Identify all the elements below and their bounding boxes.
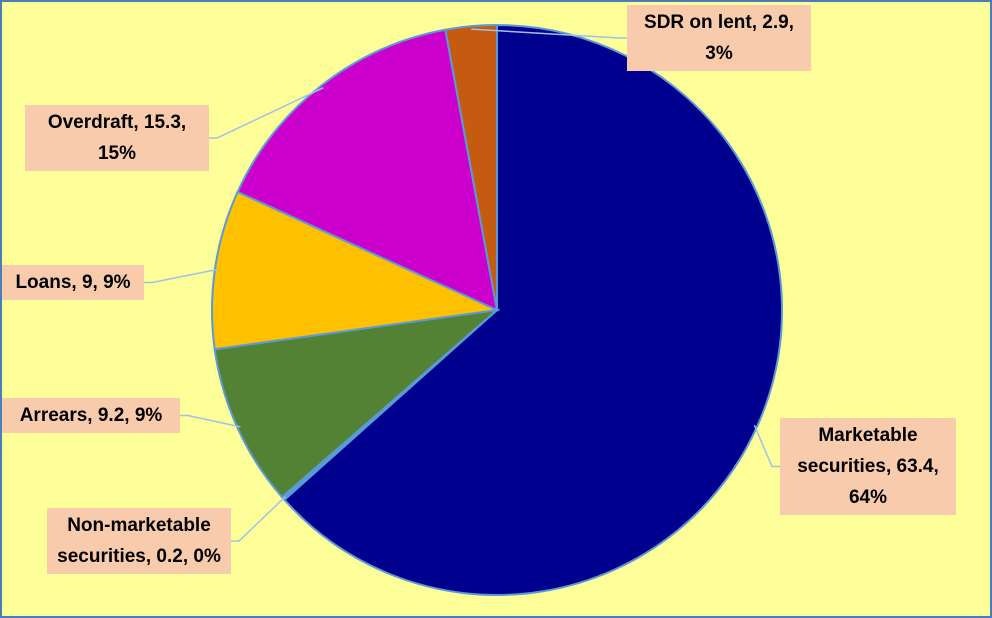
leader-line [753,424,780,468]
pie-slice [282,23,783,596]
leader-line [144,268,219,284]
data-label: Overdraft, 15.3, 15% [25,105,209,171]
pie-slice [211,190,501,351]
data-label: Marketable securities, 63.4, 64% [780,418,956,515]
data-label: Loans, 9, 9% [2,265,144,300]
pie-slice [236,28,499,312]
leader-line [180,414,241,428]
leader-line [209,87,324,139]
data-label: Non-marketable securities, 0.2, 0% [47,508,231,574]
leader-line [471,28,627,39]
pie-slice [213,308,501,499]
data-label: Arrears, 9.2, 9% [2,398,180,433]
pie-slice [444,23,498,311]
leader-line [231,495,286,542]
data-label: SDR on lent, 2.9, 3% [627,5,811,71]
